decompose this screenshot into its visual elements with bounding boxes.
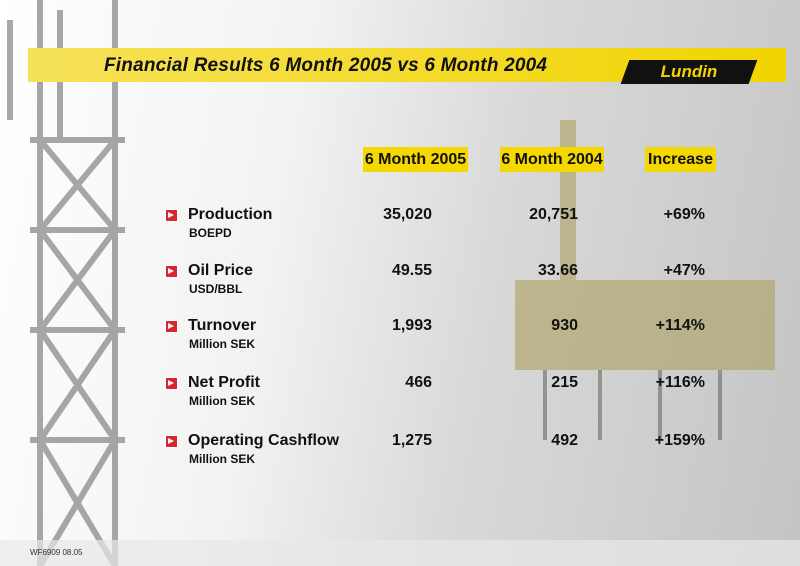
row-label: Operating Cashflow [188,432,340,449]
row-unit: Million SEK [189,452,255,466]
value-cell: 20,751 [529,206,578,223]
bullet-icon [165,265,178,278]
bullet-icon [165,209,178,222]
bullet-icon [165,377,178,390]
value-cell: 930 [551,317,578,334]
row-unit: Million SEK [189,337,255,351]
logo: Lundin [620,60,758,84]
value-cell: 33.66 [537,262,578,279]
row-label: Production [188,206,273,223]
value-cell: +159% [654,432,705,449]
value-cell: +47% [663,262,705,279]
value-cell: 49.55 [391,262,432,279]
row-unit: Million SEK [189,394,255,408]
column-header: 6 Month 2005 [363,147,468,172]
value-cell: 35,020 [383,206,432,223]
row-unit: BOEPD [189,226,232,240]
row-unit: USD/BBL [189,282,243,296]
value-cell: +116% [655,374,705,391]
value-cell: 215 [551,374,578,391]
bullet-icon [165,320,178,333]
row-label: Oil Price [188,262,253,279]
column-header: Increase [645,147,716,172]
logo-text: Lundin [660,62,718,81]
value-cell: 1,993 [391,317,432,334]
value-cell: 1,275 [391,432,432,449]
value-cell: +114% [655,317,705,334]
value-cell: 466 [405,374,432,391]
row-label: Turnover [188,317,257,334]
footer-code: WF6909 08.05 [30,548,83,557]
bullet-icon [165,435,178,448]
value-cell: 492 [551,432,578,449]
slide-title: Financial Results 6 Month 2005 vs 6 Mont… [104,55,548,76]
row-label: Net Profit [188,374,260,391]
value-cell: +69% [663,206,705,223]
column-header: 6 Month 2004 [500,147,604,172]
